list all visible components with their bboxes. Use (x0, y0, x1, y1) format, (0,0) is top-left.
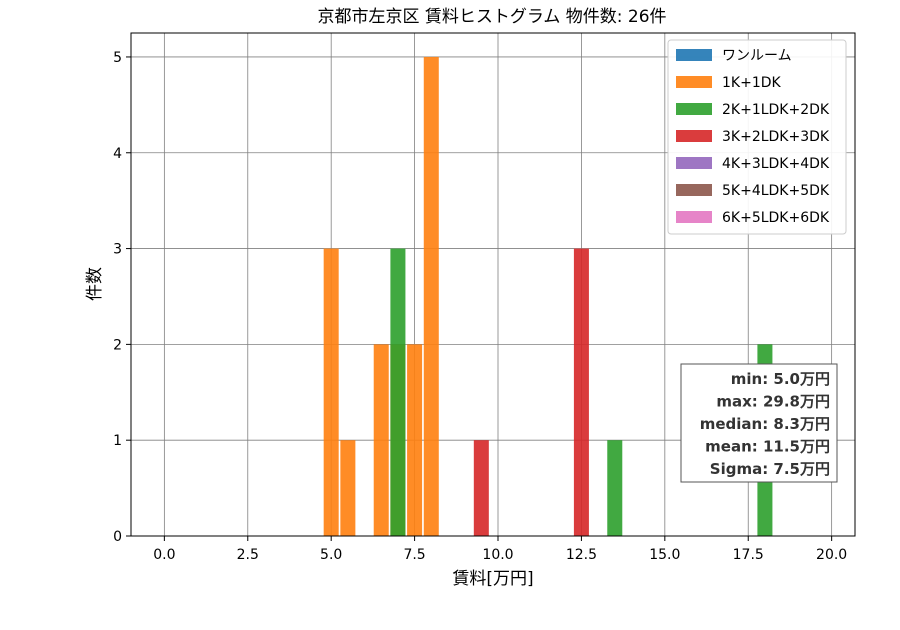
y-tick-label: 5 (113, 50, 122, 66)
x-tick-label: 2.5 (237, 547, 259, 563)
histogram-bar (407, 344, 423, 536)
y-tick-label: 1 (113, 433, 122, 449)
y-axis-label: 件数 (85, 267, 105, 301)
legend: ワンルーム 1K+1DK 2K+1LDK+2DK 3K+2LDK+3DK 4K+3LDK… (667, 39, 847, 235)
x-tick-label: 10.0 (482, 547, 513, 563)
plot-frame (130, 32, 856, 537)
legend-label: ワンルーム (722, 48, 792, 64)
histogram-bar (473, 440, 489, 536)
legend-swatch (676, 130, 712, 142)
y-tick-label: 3 (113, 242, 122, 258)
stats-annotation: min: 5.0万円 max: 29.8万円 median: 8.3万円 mean: … (680, 363, 838, 483)
histogram-bar (390, 248, 406, 537)
y-tick-label: 0 (113, 529, 122, 545)
histogram-bar (323, 248, 339, 537)
histogram-bar (573, 248, 589, 537)
histogram-bar (340, 440, 356, 536)
legend-label: 3K+2LDK+3DK (722, 129, 830, 145)
x-tick-label: 17.5 (733, 547, 764, 563)
legend-label: 4K+3LDK+4DK (722, 156, 830, 172)
legend-label: 1K+1DK (722, 75, 782, 91)
legend-label: 6K+5LDK+6DK (722, 210, 830, 226)
histogram-bar (423, 56, 439, 536)
y-tick-label: 4 (113, 146, 122, 162)
y-axis-ticks: 0 1 2 3 4 5 (113, 50, 131, 545)
x-tick-label: 12.5 (566, 547, 597, 563)
chart-title: 京都市左京区 賃料ヒストグラム 物件数: 26件 (317, 7, 666, 27)
histogram-bar (373, 344, 389, 536)
bars (323, 56, 773, 537)
legend-swatch (676, 211, 712, 223)
legend-swatch (676, 76, 712, 88)
legend-swatch (676, 184, 712, 196)
x-axis-label: 賃料[万円] (452, 569, 533, 589)
x-tick-label: 15.0 (649, 547, 680, 563)
stats-line: mean: 11.5万円 (705, 438, 830, 456)
legend-swatch (676, 157, 712, 169)
stats-box (680, 363, 838, 483)
y-tick-label: 2 (113, 337, 122, 353)
stats-line: min: 5.0万円 (731, 370, 830, 388)
legend-swatch (676, 49, 712, 61)
legend-label: 2K+1LDK+2DK (722, 102, 830, 118)
x-tick-label: 5.0 (320, 547, 342, 563)
legend-label: 5K+4LDK+5DK (722, 183, 830, 199)
x-axis-ticks: 0.0 2.5 5.0 7.5 10.0 12.5 15.0 17.5 20.0 (153, 536, 847, 563)
x-tick-label: 0.0 (153, 547, 175, 563)
x-tick-label: 7.5 (403, 547, 425, 563)
histogram-bar (607, 440, 623, 536)
legend-box (667, 39, 847, 235)
stats-line: median: 8.3万円 (700, 415, 830, 433)
legend-swatch (676, 103, 712, 115)
x-tick-label: 20.0 (816, 547, 847, 563)
stats-line: Sigma: 7.5万円 (710, 460, 830, 478)
stats-line: max: 29.8万円 (716, 393, 830, 411)
